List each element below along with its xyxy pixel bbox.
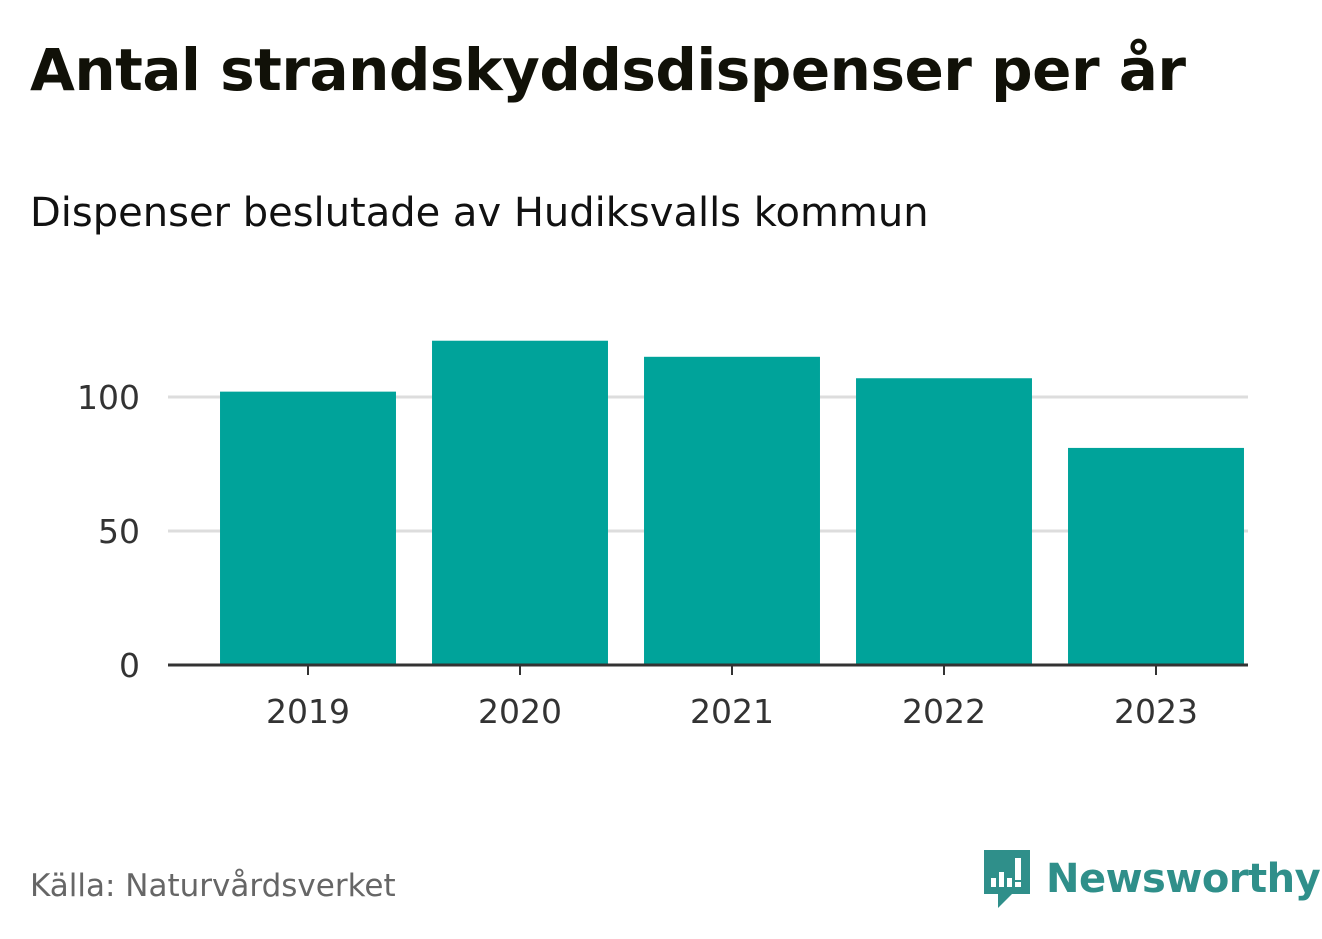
x-tick-label: 2019 [266,692,350,731]
y-tick-labels: 0 50 100 [77,378,140,685]
brand-logo: Newsworthy [982,848,1321,910]
x-tick-label: 2021 [690,692,774,731]
x-tick-label: 2023 [1114,692,1198,731]
bar-2022 [856,378,1032,665]
chart-subtitle: Dispenser beslutade av Hudiksvalls kommu… [30,190,929,236]
bar-2019 [220,391,396,665]
newsworthy-logo-icon [984,850,1030,908]
y-tick-label: 100 [77,378,140,417]
source-note: Källa: Naturvårdsverket [30,868,396,904]
x-tick-labels: 2019 2020 2021 2022 2023 [266,665,1198,731]
bar-2020 [432,340,608,665]
x-tick-label: 2020 [478,692,562,731]
y-tick-label: 50 [98,512,140,551]
bar-2023 [1068,447,1244,665]
bars [220,340,1244,665]
y-tick-label: 0 [119,646,140,685]
chart-title: Antal strandskyddsdispenser per år [30,36,1186,104]
bar-2021 [644,356,820,665]
x-tick-label: 2022 [902,692,986,731]
brand-name: Newsworthy [1046,856,1321,902]
